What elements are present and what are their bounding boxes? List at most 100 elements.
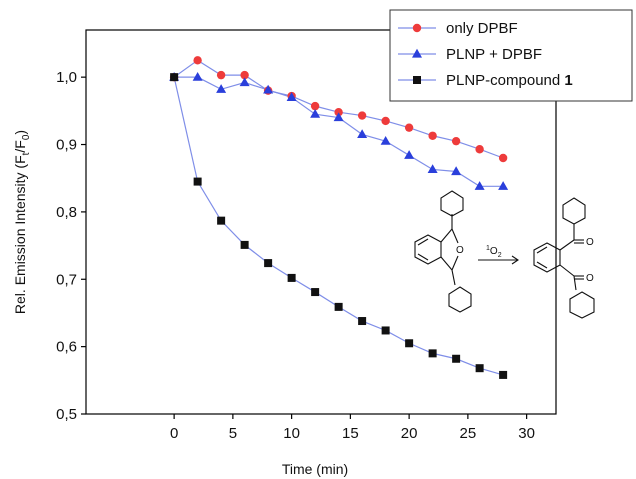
- dpbf-phenyl-top: [440, 190, 464, 217]
- dpbf-bond-o2: [451, 255, 459, 271]
- data-point-0: [404, 123, 414, 132]
- data-point-2: [499, 370, 508, 379]
- y-tick-label: 1,0: [56, 69, 77, 86]
- y-axis-title-prefix: Rel. Emission Intensity (F: [12, 155, 28, 314]
- data-point-1: [451, 166, 462, 176]
- dpbf-bond-c3: [440, 256, 453, 271]
- x-tick-label: 5: [229, 425, 237, 442]
- product-bond-ph2: [573, 275, 577, 291]
- data-point-2: [170, 73, 179, 82]
- data-point-0: [381, 116, 390, 126]
- data-point-0: [357, 111, 367, 120]
- x-tick-label: 15: [342, 425, 359, 442]
- reaction-label-base: O: [490, 246, 498, 257]
- data-point-2: [428, 349, 437, 358]
- dpbf-phenyl-bottom: [448, 286, 472, 313]
- product-oxygen-label-2: O: [586, 273, 594, 284]
- series-markers: [169, 56, 509, 379]
- data-point-0: [428, 131, 437, 140]
- legend: only DPBF PLNP + DPBF PLNP-compound 1: [389, 9, 633, 102]
- data-point-1: [286, 92, 297, 101]
- data-point-2: [193, 177, 202, 186]
- data-point-1: [474, 181, 485, 190]
- reaction-label-sub: 2: [498, 252, 502, 259]
- data-point-2: [475, 364, 484, 373]
- data-point-2: [287, 273, 296, 282]
- data-point-1: [427, 164, 438, 174]
- data-point-1: [404, 150, 415, 159]
- data-point-2: [334, 302, 343, 311]
- x-tick-label: 20: [401, 425, 418, 442]
- product-bond-co1: [559, 239, 575, 251]
- data-point-1: [310, 109, 321, 118]
- x-axis-title: Time (min): [282, 461, 348, 477]
- y-axis-title: Rel. Emission Intensity (Ft/F0): [12, 130, 32, 314]
- legend-marker-0: [412, 23, 422, 33]
- product-phenyl-top: [562, 197, 586, 225]
- dpbf-double-bond-1: [417, 238, 429, 246]
- legend-marker-2: [413, 76, 421, 84]
- reaction-label: 1O2: [486, 245, 502, 259]
- data-point-0: [193, 56, 202, 65]
- data-point-2: [311, 288, 320, 297]
- product-double-bond-1: [536, 246, 548, 254]
- legend-label-2: PLNP-compound 1: [446, 72, 573, 89]
- x-tick-label: 10: [283, 425, 300, 442]
- y-axis-title-sub2: 0: [21, 134, 32, 140]
- dpbf-double-bond-2: [417, 253, 429, 261]
- series-line-2: [173, 77, 504, 376]
- product-bond-co2: [559, 264, 575, 277]
- data-point-1: [239, 77, 250, 87]
- data-point-1: [498, 181, 509, 190]
- data-point-1: [263, 84, 274, 94]
- data-point-2: [358, 317, 367, 326]
- reaction-scheme: [414, 190, 595, 319]
- x-tick-label: 0: [170, 425, 178, 442]
- x-tick-label: 30: [518, 425, 535, 442]
- dpbf-bond-ph-bottom: [451, 269, 456, 286]
- legend-marker-1: [412, 48, 422, 58]
- data-point-0: [451, 136, 461, 146]
- data-point-0: [498, 153, 508, 163]
- dpbf-bond-o1: [451, 228, 459, 244]
- y-tick-label: 0,9: [56, 137, 77, 154]
- data-point-1: [192, 71, 203, 81]
- legend-box: [389, 9, 633, 102]
- data-point-0: [310, 101, 320, 111]
- product-oxygen-label-1: O: [586, 237, 594, 248]
- dpbf-molecule: [414, 190, 472, 313]
- data-point-2: [264, 259, 273, 268]
- data-point-0: [334, 107, 343, 117]
- y-tick-label: 0,5: [56, 406, 77, 423]
- data-point-1: [216, 84, 227, 93]
- data-point-2: [381, 326, 390, 335]
- legend-label-1: PLNP + DPBF: [446, 46, 542, 63]
- product-phenyl-bottom: [569, 291, 595, 319]
- data-point-2: [240, 240, 249, 249]
- dpbf-oxygen-label: O: [456, 245, 464, 256]
- x-tick-label: 25: [460, 425, 477, 442]
- data-point-0: [475, 145, 484, 154]
- data-point-0: [240, 70, 249, 80]
- legend-items: only DPBF PLNP + DPBF PLNP-compound 1: [398, 20, 573, 89]
- reaction-label-sup: 1: [486, 245, 490, 252]
- data-point-0: [216, 70, 226, 80]
- y-axis-title-mid: /F: [12, 140, 28, 152]
- axis-ticks: 0 5 10 15 20 25 30 0,5 0,6 0,7 0,8 0,9 1,0: [56, 69, 535, 442]
- data-point-2: [452, 354, 461, 363]
- legend-label-0: only DPBF: [446, 20, 518, 37]
- plot-frame: [85, 29, 557, 415]
- data-point-1: [333, 112, 344, 122]
- y-tick-label: 0,6: [56, 339, 77, 356]
- reaction-arrowhead: [511, 255, 519, 265]
- data-point-1: [357, 129, 368, 139]
- y-axis-title-suffix: ): [12, 130, 28, 135]
- data-point-2: [405, 339, 414, 348]
- dpbf-bond-c1: [440, 228, 453, 243]
- product-molecule: [533, 197, 595, 319]
- y-tick-label: 0,7: [56, 271, 77, 288]
- data-point-2: [217, 216, 226, 225]
- y-axis-title-sub1: t: [21, 152, 32, 155]
- data-point-1: [380, 135, 391, 145]
